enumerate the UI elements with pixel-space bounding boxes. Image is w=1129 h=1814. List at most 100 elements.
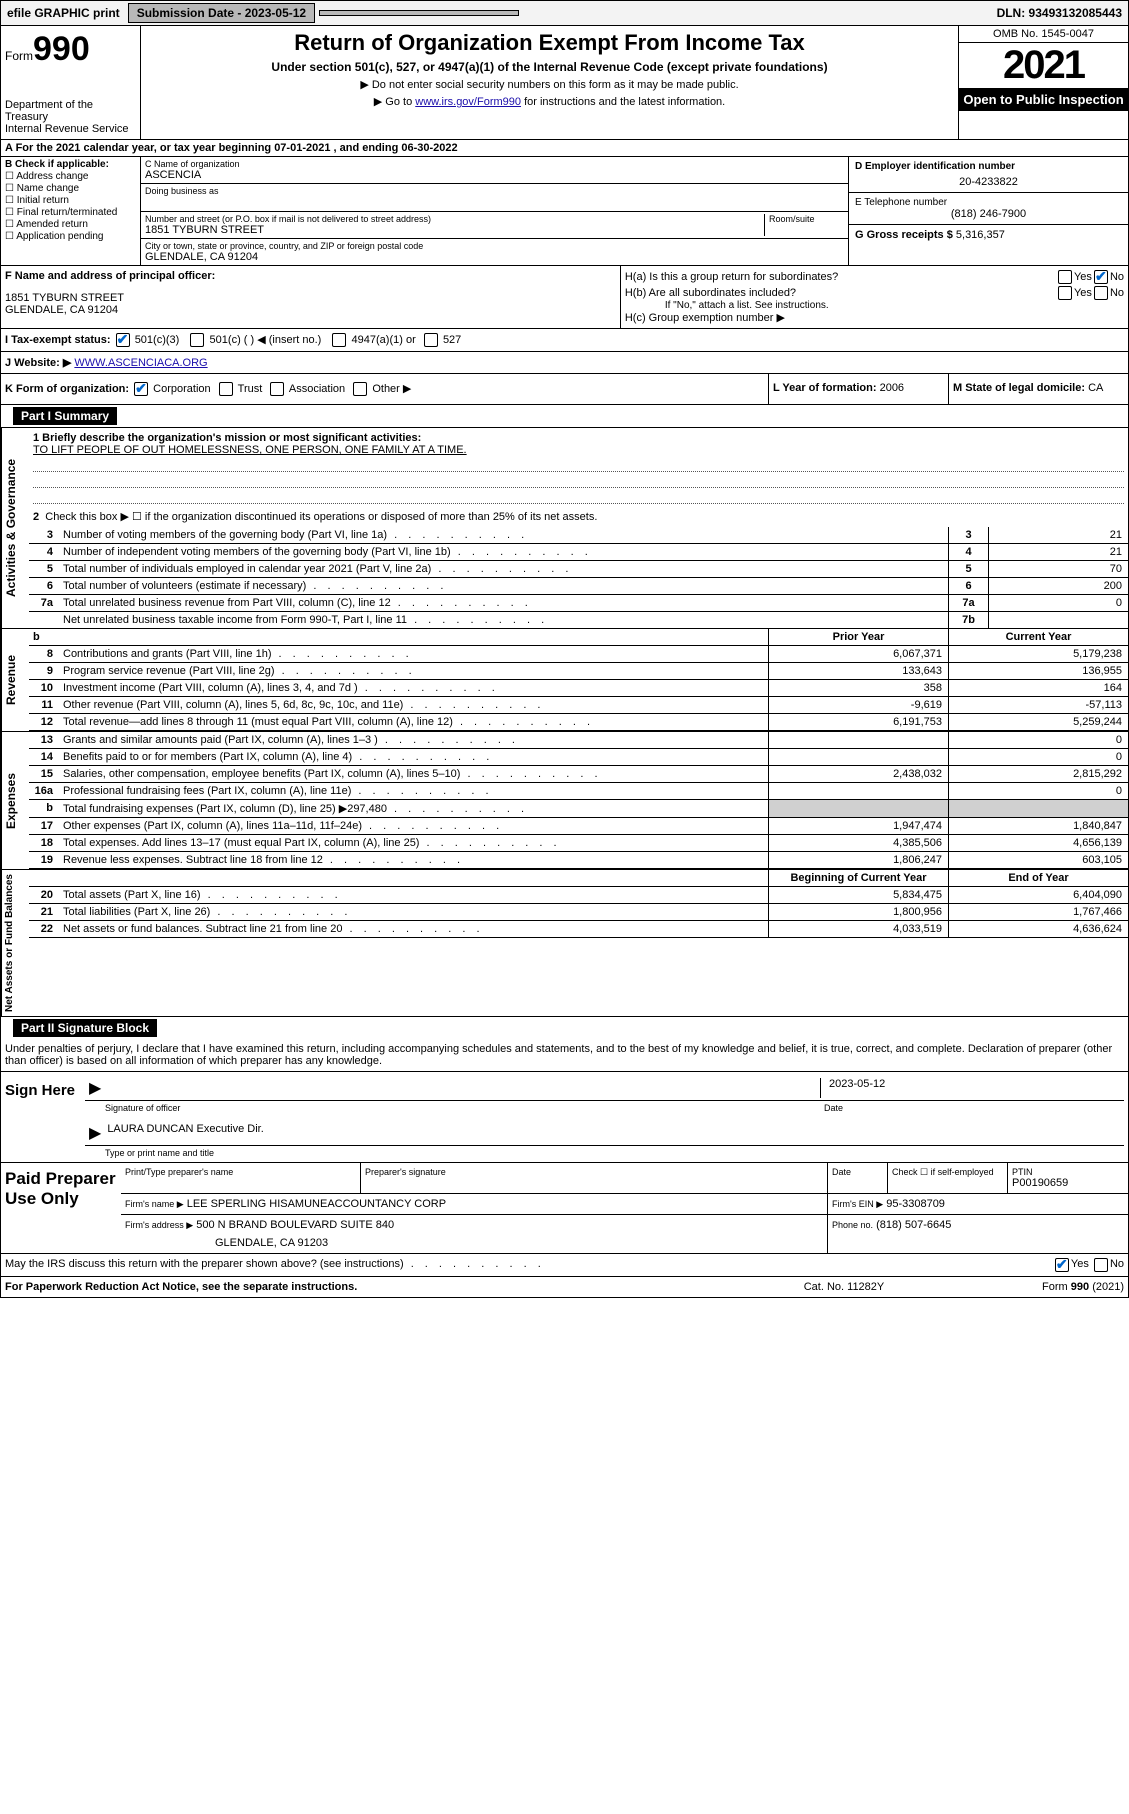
dept-treasury: Department of the Treasury bbox=[5, 99, 136, 123]
line-number: 5 bbox=[29, 561, 59, 577]
4947-label: 4947(a)(1) or bbox=[352, 334, 416, 346]
check-amended[interactable]: ☐ Amended return bbox=[5, 219, 136, 230]
preparer-name-label: Print/Type preparer's name bbox=[121, 1163, 361, 1193]
submission-date-button[interactable]: Submission Date - 2023-05-12 bbox=[128, 3, 315, 23]
website-link[interactable]: WWW.ASCENCIACA.ORG bbox=[74, 357, 207, 369]
line-number: 17 bbox=[29, 818, 59, 834]
gross-receipts-value: 5,316,357 bbox=[956, 229, 1005, 241]
line-value: 0 bbox=[988, 595, 1128, 611]
form-title: Return of Organization Exempt From Incom… bbox=[149, 30, 950, 56]
blank-button[interactable] bbox=[319, 10, 519, 16]
top-toolbar: efile GRAPHIC print Submission Date - 20… bbox=[1, 1, 1128, 26]
prior-year-header: Prior Year bbox=[768, 629, 948, 645]
summary-line: 4 Number of independent voting members o… bbox=[29, 544, 1128, 561]
527-checkbox[interactable] bbox=[424, 333, 438, 347]
ha-yes-label: Yes bbox=[1074, 271, 1092, 283]
line-number: 22 bbox=[29, 921, 59, 937]
current-year-value: 0 bbox=[948, 732, 1128, 748]
line-text: Revenue less expenses. Subtract line 18 … bbox=[59, 852, 768, 868]
line-number: 18 bbox=[29, 835, 59, 851]
prior-year-value bbox=[768, 783, 948, 799]
part2-header-row: Part II Signature Block bbox=[1, 1017, 1128, 1039]
dba-label: Doing business as bbox=[145, 186, 844, 196]
addr-label: Number and street (or P.O. box if mail i… bbox=[145, 214, 764, 224]
irs-link[interactable]: www.irs.gov/Form990 bbox=[415, 96, 521, 108]
section-b: B Check if applicable: ☐ Address change … bbox=[1, 157, 141, 265]
goto-post: for instructions and the latest informat… bbox=[521, 96, 725, 108]
sig-date-value: 2023-05-12 bbox=[820, 1078, 1120, 1098]
ha-no-checkbox[interactable] bbox=[1094, 270, 1108, 284]
data-line: b Total fundraising expenses (Part IX, c… bbox=[29, 800, 1128, 818]
form-org-label: K Form of organization: bbox=[5, 383, 129, 395]
current-year-value: -57,113 bbox=[948, 697, 1128, 713]
data-line: 16a Professional fundraising fees (Part … bbox=[29, 783, 1128, 800]
header-center: Return of Organization Exempt From Incom… bbox=[141, 26, 958, 139]
header-left: Form990 Department of the Treasury Inter… bbox=[1, 26, 141, 139]
section-i: I Tax-exempt status: 501(c)(3) 501(c) ( … bbox=[1, 329, 1128, 352]
irs-label: Internal Revenue Service bbox=[5, 123, 136, 135]
eoy-header: End of Year bbox=[948, 870, 1128, 886]
firm-ein: 95-3308709 bbox=[886, 1198, 945, 1210]
trust-checkbox[interactable] bbox=[219, 382, 233, 396]
sign-here-label: Sign Here bbox=[1, 1072, 81, 1162]
part2-title: Part II Signature Block bbox=[13, 1019, 157, 1037]
data-line: 13 Grants and similar amounts paid (Part… bbox=[29, 732, 1128, 749]
line-box: 5 bbox=[948, 561, 988, 577]
tax-exempt-label: I Tax-exempt status: bbox=[5, 334, 111, 346]
line-box: 7b bbox=[948, 612, 988, 628]
check-name-change[interactable]: ☐ Name change bbox=[5, 183, 136, 194]
line-number: 9 bbox=[29, 663, 59, 679]
may-irs-yes-checkbox[interactable] bbox=[1055, 1258, 1069, 1272]
line-value: 21 bbox=[988, 527, 1128, 543]
paid-preparer-row: Paid Preparer Use Only Print/Type prepar… bbox=[1, 1162, 1128, 1253]
room-suite-label: Room/suite bbox=[764, 214, 844, 236]
current-year-value: 5,259,244 bbox=[948, 714, 1128, 730]
ha-yes-checkbox[interactable] bbox=[1058, 270, 1072, 284]
line-number: 10 bbox=[29, 680, 59, 696]
ssn-note: ▶ Do not enter social security numbers o… bbox=[149, 78, 950, 91]
hb-yes-checkbox[interactable] bbox=[1058, 286, 1072, 300]
other-checkbox[interactable] bbox=[353, 382, 367, 396]
current-year-value: 164 bbox=[948, 680, 1128, 696]
section-f: F Name and address of principal officer:… bbox=[1, 266, 621, 328]
q1-block: 1 Briefly describe the organization's mi… bbox=[29, 428, 1128, 504]
corp-checkbox[interactable] bbox=[134, 382, 148, 396]
assoc-checkbox[interactable] bbox=[270, 382, 284, 396]
check-application-pending[interactable]: ☐ Application pending bbox=[5, 231, 136, 242]
current-year-value: 0 bbox=[948, 749, 1128, 765]
check-initial-return[interactable]: ☐ Initial return bbox=[5, 195, 136, 206]
501c3-checkbox[interactable] bbox=[116, 333, 130, 347]
sig-date-label: Date bbox=[824, 1103, 1124, 1113]
data-line: 17 Other expenses (Part IX, column (A), … bbox=[29, 818, 1128, 835]
firm-phone-label: Phone no. bbox=[832, 1220, 873, 1230]
check-final-return[interactable]: ☐ Final return/terminated bbox=[5, 207, 136, 218]
line-text: Total liabilities (Part X, line 26) bbox=[59, 904, 768, 920]
line-number: 8 bbox=[29, 646, 59, 662]
prior-year-value: 133,643 bbox=[768, 663, 948, 679]
501c-checkbox[interactable] bbox=[190, 333, 204, 347]
part1-title: Part I Summary bbox=[13, 407, 117, 425]
revenue-side-label: Revenue bbox=[1, 629, 29, 731]
firm-phone: (818) 507-6645 bbox=[876, 1219, 951, 1231]
page-footer: For Paperwork Reduction Act Notice, see … bbox=[1, 1276, 1128, 1297]
check-address-change[interactable]: ☐ Address change bbox=[5, 171, 136, 182]
may-irs-no-checkbox[interactable] bbox=[1094, 1258, 1108, 1272]
boy-header: Beginning of Current Year bbox=[768, 870, 948, 886]
line-value bbox=[988, 612, 1128, 628]
telephone-value: (818) 246-7900 bbox=[855, 208, 1122, 220]
hb-no-checkbox[interactable] bbox=[1094, 286, 1108, 300]
summary-line: 5 Total number of individuals employed i… bbox=[29, 561, 1128, 578]
current-year-value: 1,767,466 bbox=[948, 904, 1128, 920]
hb-label: H(b) Are all subordinates included? bbox=[625, 287, 1056, 299]
ein-label: D Employer identification number bbox=[855, 161, 1122, 172]
4947-checkbox[interactable] bbox=[332, 333, 346, 347]
current-year-value: 1,840,847 bbox=[948, 818, 1128, 834]
line-text: Number of voting members of the governin… bbox=[59, 527, 948, 543]
summary-line: 6 Total number of volunteers (estimate i… bbox=[29, 578, 1128, 595]
expenses-section: Expenses 13 Grants and similar amounts p… bbox=[1, 732, 1128, 870]
prior-year-value bbox=[768, 732, 948, 748]
gross-receipts-label: G Gross receipts $ bbox=[855, 229, 953, 241]
line-number: 21 bbox=[29, 904, 59, 920]
line-number: b bbox=[29, 800, 59, 817]
officer-addr2: GLENDALE, CA 91204 bbox=[5, 304, 616, 316]
